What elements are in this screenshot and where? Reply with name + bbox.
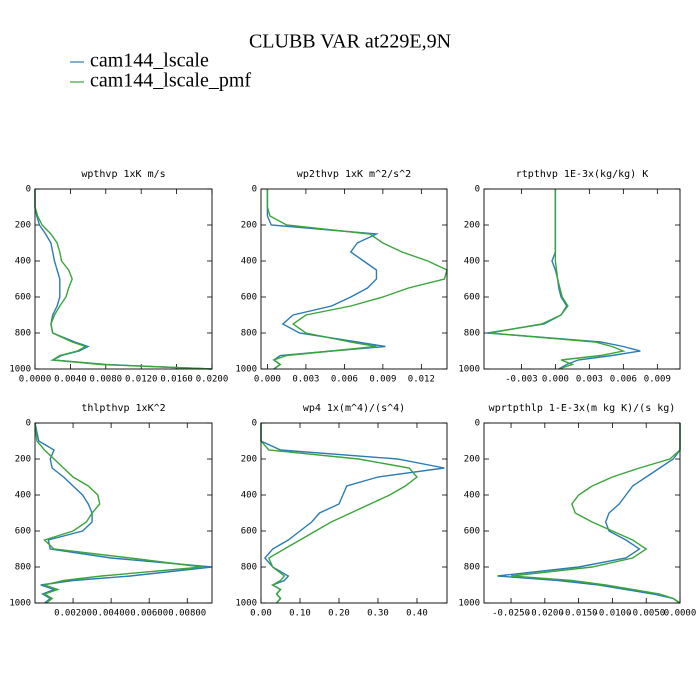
panel-title: rtpthvp 1E-3x(kg/kg) K [516,169,648,180]
plot-frame [483,422,681,604]
y-tick-label: 200 [241,221,257,231]
legend-label: cam144_lscale [90,50,209,72]
x-tick-label: 0.10 [289,609,311,619]
x-tick-label: 0.0200 [196,375,229,385]
y-tick-label: 600 [15,293,31,303]
profile-line [497,423,681,604]
y-tick-label: 800 [464,563,480,573]
y-tick-label: 800 [15,329,31,339]
profile-line [34,422,203,604]
y-tick-label: 200 [464,455,480,465]
panel-title: wp2thvp 1xK m^2/s^2 [297,169,411,180]
profile-line [260,423,445,604]
x-tick-label: 0.000 [542,375,569,385]
x-tick-label: 0.006 [331,375,358,385]
x-tick-label: -0.0150 [560,609,598,619]
y-tick-label: 600 [464,527,480,537]
y-tick-label: 200 [15,455,31,465]
profile-line [489,189,626,370]
y-tick-label: 1000 [458,365,480,375]
x-tick-label: 0.00800 [168,609,206,619]
profile-line [510,423,681,604]
x-tick-label: 0.0080 [90,375,123,385]
y-tick-label: 0 [475,419,480,429]
y-tick-label: 400 [464,491,480,501]
y-tick-label: 0 [26,419,31,429]
plot-frame [34,422,213,604]
panel-title: wp4 1x(m^4)/(s^4) [303,403,405,414]
profile-line [266,189,448,370]
profile-line [266,189,386,370]
y-tick-label: 200 [241,455,257,465]
y-tick-label: 800 [464,329,480,339]
y-tick-label: 0 [252,419,257,429]
y-tick-label: 400 [241,257,257,267]
x-tick-label: 0.0040 [54,375,87,385]
y-tick-label: 200 [464,221,480,231]
y-tick-label: 200 [15,221,31,231]
x-tick-label: -0.0100 [593,609,631,619]
x-tick-label: 0.012 [408,375,435,385]
legend-label: cam144_lscale_pmf [90,70,251,92]
y-tick-label: 800 [241,563,257,573]
x-tick-label: 0.006 [610,375,637,385]
y-tick-label: 800 [15,563,31,573]
plot-frame [483,188,681,370]
x-tick-label: -0.0200 [526,609,564,619]
x-tick-label: 0.30 [367,609,389,619]
x-tick-label: 0.0120 [125,375,158,385]
y-tick-label: 400 [464,257,480,267]
y-tick-label: 600 [464,293,480,303]
x-tick-label: 0.40 [406,609,428,619]
profile-line [34,422,213,604]
y-tick-label: 400 [15,257,31,267]
panel-title: wprtpthlp 1-E-3x(m kg K)/(s kg) [489,403,676,414]
x-tick-label: 0.009 [644,375,671,385]
figure-title: CLUBB VAR at229E,9N [249,31,451,53]
profile-line [34,189,213,370]
x-tick-label: -0.003 [505,375,538,385]
x-tick-label: 0.00600 [130,609,168,619]
y-tick-label: 400 [15,491,31,501]
y-tick-label: 600 [241,527,257,537]
plot-frame [34,188,213,370]
y-tick-label: 1000 [235,365,257,375]
x-tick-label: -0.0050 [627,609,665,619]
panel-title: wpthvp 1xK m/s [81,169,165,180]
plot-frame [260,188,448,370]
y-tick-label: 0 [475,185,480,195]
profile-line [34,189,213,370]
x-tick-label: 0.009 [369,375,396,385]
y-tick-label: 1000 [9,365,31,375]
x-tick-label: 0.0160 [160,375,193,385]
profile-line [260,423,418,604]
x-tick-label: 0.000 [254,375,281,385]
y-tick-label: 800 [241,329,257,339]
x-tick-label: 0.00200 [54,609,92,619]
panel-title: thlpthvp 1xK^2 [81,403,165,414]
x-tick-label: 0.0000 [19,375,52,385]
y-tick-label: 1000 [235,599,257,609]
y-tick-label: 400 [241,491,257,501]
y-tick-label: 600 [15,527,31,537]
x-tick-label: 0.0000 [664,609,697,619]
y-tick-label: 1000 [9,599,31,609]
profile-line [487,189,641,370]
y-tick-label: 1000 [458,599,480,609]
x-tick-label: 0.003 [576,375,603,385]
y-tick-label: 0 [26,185,31,195]
x-tick-label: 0.00400 [92,609,130,619]
x-tick-label: 0.20 [328,609,350,619]
y-tick-label: 600 [241,293,257,303]
x-tick-label: 0.003 [292,375,319,385]
plot-frame [260,422,448,604]
x-tick-label: 0.00 [250,609,272,619]
x-tick-label: -0.0250 [492,609,530,619]
y-tick-label: 0 [252,185,257,195]
